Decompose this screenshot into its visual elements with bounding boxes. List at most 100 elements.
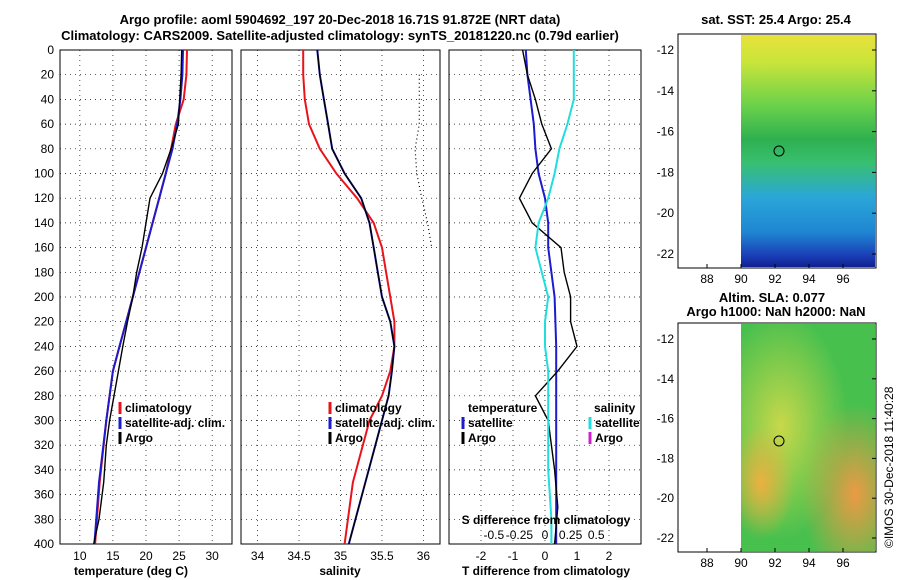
- x-tick-label: -1: [508, 549, 519, 563]
- depth-tick-label: 360: [34, 488, 54, 502]
- map-lat-label: -12: [657, 43, 675, 57]
- sst-argo-location-marker: [773, 145, 785, 157]
- x-tick-label: 34.5: [287, 549, 311, 563]
- depth-tick-label: 300: [34, 414, 54, 428]
- depth-tick-label: 20: [41, 68, 55, 82]
- x-tick-label: 1: [574, 549, 581, 563]
- legend-t-argo: Argo: [468, 431, 496, 445]
- map-lat-label: -18: [657, 451, 675, 465]
- legend-argo: Argo: [125, 431, 153, 445]
- depth-tick-label: 220: [34, 315, 54, 329]
- s-tick-label: -0.5: [483, 528, 504, 542]
- map-lat-label: -16: [657, 412, 675, 426]
- sst-map-ticks: -12 -14 -16 -18 -20 -22 88 90 92 94 96: [657, 43, 876, 286]
- x-tick-label: 2: [606, 549, 613, 563]
- sst-field: [741, 35, 875, 267]
- figure-title-line1: Argo profile: aoml 5904692_197 20-Dec-20…: [120, 12, 561, 27]
- salinity-xlabel: salinity: [319, 564, 361, 578]
- map-lat-label: -22: [657, 247, 675, 261]
- depth-tick-label: 240: [34, 339, 54, 353]
- sst-map-title: sat. SST: 25.4 Argo: 25.4: [701, 12, 852, 27]
- map-lat-label: -20: [657, 206, 675, 220]
- legend-satellite: satellite-adj. clim.: [335, 416, 435, 430]
- map-lat-label: -12: [657, 332, 675, 346]
- depth-tick-label: 380: [34, 512, 54, 526]
- depth-tick-label: 280: [34, 389, 54, 403]
- series-line-climatology: [94, 49, 188, 545]
- depth-tick-label: 180: [34, 265, 54, 279]
- depth-tick-label: 80: [41, 142, 55, 156]
- salinity-panel-frame: [240, 49, 441, 545]
- s-difference-label: S difference from climatology: [462, 513, 631, 527]
- depth-tick-label: 200: [34, 290, 54, 304]
- legend-s-satellite: satellite: [595, 416, 640, 430]
- x-tick-label: 20: [139, 549, 153, 563]
- s-tick-label: -0.25: [506, 528, 534, 542]
- map-lon-label: 96: [836, 556, 850, 570]
- map-lat-label: -14: [657, 84, 675, 98]
- x-tick-label: 36: [417, 549, 431, 563]
- sla-map-subtitle: Argo h1000: NaN h2000: NaN: [686, 304, 865, 319]
- depth-tick-label: 260: [34, 364, 54, 378]
- map-lon-label: 92: [768, 272, 782, 286]
- s-tick-label: 0: [542, 528, 549, 542]
- map-lon-label: 92: [768, 556, 782, 570]
- legend-argo: Argo: [335, 431, 363, 445]
- map-lat-label: -16: [657, 125, 675, 139]
- difference-legend: temperature satellite Argo salinity sate…: [461, 401, 640, 445]
- depth-tick-label: 140: [34, 216, 54, 230]
- map-lat-label: -14: [657, 372, 675, 386]
- series-line-salinity-satellite: [534, 50, 575, 544]
- series-line-satellite-adj-clim-: [93, 49, 184, 545]
- depth-tick-label: 40: [41, 92, 55, 106]
- series-line-climatology: [302, 50, 396, 545]
- s-difference-tick-labels: -0.5 -0.25 0 0.25 0.5: [483, 528, 604, 542]
- depth-tick-labels: 0 20 40 60 80 100 120 140 160 180 200 220 240 260 280 3…: [34, 43, 54, 551]
- sla-argo-location-marker: [773, 435, 785, 447]
- salinity-legend: climatology satellite-adj. clim. Argo: [328, 401, 435, 445]
- sst-map: -12 -14 -16 -18 -20 -22 88 90 92 94 96: [657, 33, 877, 286]
- map-lat-label: -22: [657, 531, 675, 545]
- x-tick-labels: 10 15 20 25 30 34 34.5 35 35.5 36 -2 -1 0 1 2: [73, 549, 612, 563]
- s-tick-label: 0.25: [559, 528, 583, 542]
- depth-tick-label: 400: [34, 537, 54, 551]
- series-line-argo: [93, 49, 183, 545]
- depth-tick-label: 0: [47, 43, 54, 57]
- sla-map-title: Altim. SLA: 0.077: [719, 290, 825, 305]
- difference-xlabel: T difference from climatology: [462, 564, 630, 578]
- depth-tick-label: 100: [34, 167, 54, 181]
- legend-s-argo: Argo: [595, 431, 623, 445]
- sla-map-ticks: -12 -14 -16 -18 -20 -22 88 90 92 94 96: [657, 332, 876, 570]
- data-series: [93, 49, 578, 545]
- depth-tick-label: 60: [41, 117, 55, 131]
- map-lon-label: 88: [700, 556, 714, 570]
- depth-tick-label: 340: [34, 463, 54, 477]
- sla-map: -12 -14 -16 -18 -20 -22 88 90 92 94 96: [657, 322, 877, 570]
- depth-tick-label: 120: [34, 191, 54, 205]
- map-lat-label: -20: [657, 491, 675, 505]
- map-lon-label: 94: [802, 556, 816, 570]
- legend-satellite: satellite-adj. clim.: [125, 416, 225, 430]
- map-lon-label: 90: [734, 556, 748, 570]
- x-tick-label: 10: [73, 549, 87, 563]
- map-lon-label: 94: [802, 272, 816, 286]
- series-line-temperature-satellite: [524, 49, 558, 544]
- map-lon-label: 90: [734, 272, 748, 286]
- x-tick-label: 15: [106, 549, 120, 563]
- legend-t-satellite: satellite: [468, 416, 513, 430]
- figure-title-line2: Climatology: CARS2009. Satellite-adjuste…: [61, 28, 619, 43]
- map-lat-label: -18: [657, 165, 675, 179]
- map-lon-label: 96: [836, 272, 850, 286]
- legend-climatology: climatology: [125, 401, 192, 415]
- legend-temperature-title: temperature: [468, 401, 538, 415]
- x-tick-label: 35.5: [370, 549, 394, 563]
- x-tick-label: 34: [251, 549, 265, 563]
- depth-tick-label: 320: [34, 438, 54, 452]
- temperature-xlabel: temperature (deg C): [74, 564, 188, 578]
- map-lon-label: 88: [700, 272, 714, 286]
- legend-climatology: climatology: [335, 401, 402, 415]
- series-line-argo: [316, 49, 396, 545]
- sla-field-anomaly: [741, 324, 875, 551]
- x-tick-label: 25: [172, 549, 186, 563]
